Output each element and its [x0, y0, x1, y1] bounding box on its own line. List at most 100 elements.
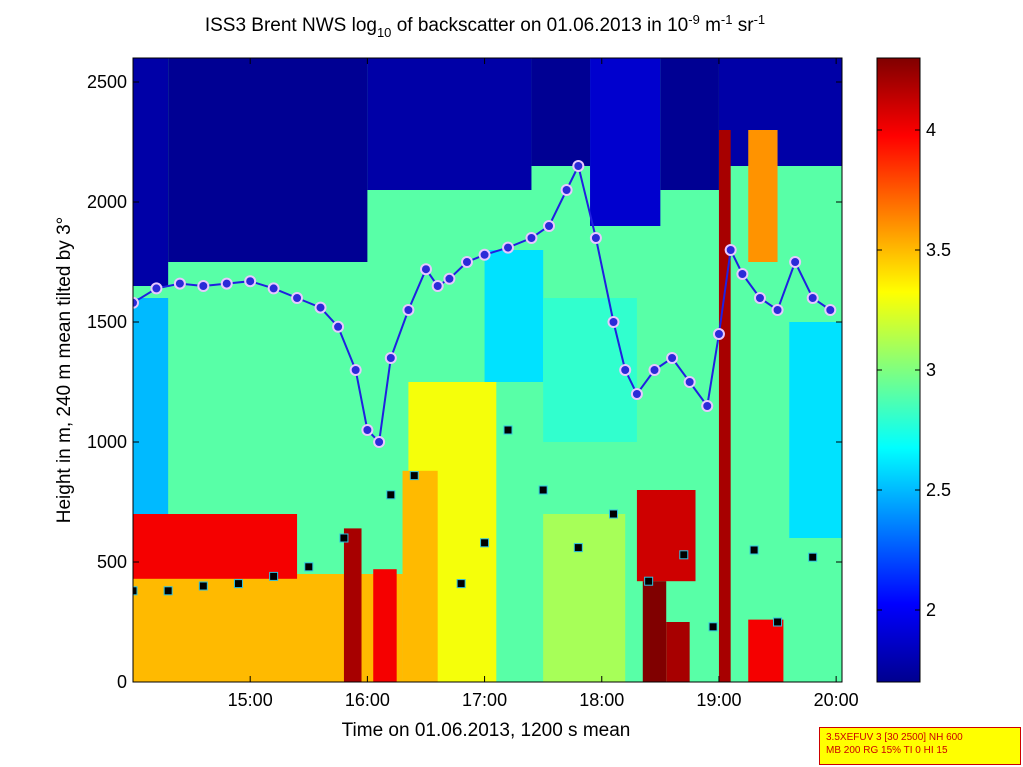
info-box: 3.5XEFUV 3 [30 2500] NH 600 MB 200 RG 15…	[819, 727, 1021, 765]
y-tick-label: 0	[117, 672, 127, 692]
boundary-layer-point	[683, 376, 696, 388]
cloud-base-point	[456, 579, 466, 589]
boundary-layer-point	[314, 301, 327, 314]
heatmap-cell	[484, 250, 544, 382]
boundary-layer-point	[384, 352, 397, 364]
boundary-layer-point	[419, 263, 432, 276]
colorbar-tick-label: 4	[926, 120, 936, 140]
boundary-layer-point	[291, 292, 304, 304]
heatmap-cell	[531, 58, 591, 166]
y-tick-label: 1500	[87, 312, 127, 332]
backscatter-heatmap	[133, 58, 842, 682]
boundary-layer-point	[572, 160, 585, 172]
cloud-base-point	[480, 538, 490, 548]
colorbar-tick-label: 3.5	[926, 240, 951, 260]
cloud-base-point	[679, 550, 689, 560]
heatmap-cell	[133, 514, 298, 579]
boundary-layer-point	[712, 328, 725, 340]
cloud-base-point	[808, 552, 818, 562]
cloud-base-point	[163, 586, 173, 596]
heatmap-cell	[642, 581, 667, 682]
chart-title: ISS3 Brent NWS log10 of backscatter on 0…	[205, 12, 765, 40]
x-axis: 15:00 16:00 17:00 18:00 19:00 20:00	[228, 58, 859, 710]
boundary-layer-point	[220, 277, 233, 290]
y-axis: 0 500 1000 1500 2000 2500	[87, 72, 842, 692]
layer-markers	[133, 160, 837, 632]
y-tick-label: 1000	[87, 432, 127, 452]
y-tick-label: 2500	[87, 72, 127, 92]
boundary-layer-point	[607, 316, 620, 328]
y-tick-label: 2000	[87, 192, 127, 212]
heatmap-cell	[748, 130, 778, 262]
boundary-layer-point	[619, 364, 632, 376]
info-line-2: MB 200 RG 15% TI 0 HI 15	[826, 745, 948, 756]
cloud-base-point	[198, 581, 208, 591]
boundary-layer-point	[525, 232, 538, 244]
info-line-1: 3.5XEFUV 3 [30 2500] NH 600	[826, 732, 963, 743]
x-tick-label: 15:00	[228, 690, 273, 710]
boundary-layer-point	[373, 436, 386, 448]
cloud-base-point	[573, 543, 583, 553]
heatmap-cell	[636, 490, 696, 582]
x-tick-label: 20:00	[814, 690, 859, 710]
heatmap-cell	[789, 322, 842, 538]
boundary-layer-point	[824, 304, 837, 316]
heatmap-cell	[660, 58, 719, 190]
boundary-layer-point	[589, 232, 602, 244]
cloud-base-point	[644, 576, 654, 586]
cloud-base-point	[503, 425, 513, 435]
colorbar-ticks: 2 2.5 3 3.5 4	[877, 120, 951, 620]
cloud-base-point	[538, 485, 548, 495]
boundary-layer-point	[244, 275, 257, 288]
boundary-layer-point	[267, 282, 280, 295]
boundary-layer-point	[460, 256, 473, 268]
x-axis-label: Time on 01.06.2013, 1200 s mean	[342, 720, 631, 741]
boundary-layer-point	[724, 244, 737, 256]
heatmap-cell	[373, 569, 397, 682]
x-tick-label: 18:00	[579, 690, 624, 710]
heatmap-cell	[718, 58, 842, 166]
heatmap-cell	[590, 58, 661, 226]
boundary-layer-point	[197, 280, 210, 292]
heatmap-cell	[133, 298, 169, 514]
colorbar	[876, 57, 921, 683]
boundary-layer-point	[806, 292, 819, 304]
heatmap-cell	[718, 130, 731, 682]
boundary-layer-point	[701, 400, 714, 412]
boundary-layer-point	[133, 296, 139, 309]
y-tick-label: 500	[97, 552, 127, 572]
boundary-layer-point	[648, 364, 661, 376]
cloud-base-point	[304, 562, 314, 572]
boundary-layer-point	[402, 304, 415, 316]
boundary-layer-point	[560, 184, 573, 196]
cloud-base-point	[133, 586, 138, 596]
cloud-base-point	[773, 617, 783, 627]
colorbar-tick-label: 2	[926, 600, 936, 620]
plot-frame	[132, 57, 843, 683]
boundary-layer-point	[431, 280, 444, 292]
boundary-layer-point	[443, 272, 456, 285]
cloud-base-point	[233, 579, 243, 589]
boundary-layer-point	[666, 352, 679, 364]
cloud-base-point	[269, 571, 279, 581]
heatmap-cell	[666, 622, 690, 682]
heatmap-cell	[133, 574, 403, 682]
cloud-base-point	[749, 545, 759, 555]
cloud-base-point	[409, 471, 419, 481]
boundary-layer-point	[173, 277, 186, 290]
x-tick-label: 16:00	[345, 690, 390, 710]
boundary-layer-point	[361, 424, 374, 436]
heatmap-cell	[543, 514, 626, 682]
x-tick-label: 17:00	[462, 690, 507, 710]
heatmap-cell	[133, 58, 169, 286]
y-axis-label: Height in m, 240 m mean tilted by 3°	[54, 217, 75, 523]
boundary-layer-point	[502, 241, 515, 254]
boundary-layer-point	[478, 248, 491, 261]
boundary-layer-point	[630, 388, 643, 400]
heatmap-cell	[748, 619, 784, 682]
heatmap-cell	[168, 58, 368, 262]
cloud-base-point	[708, 622, 718, 632]
heatmap-cell	[343, 528, 362, 682]
boundary-layer-point	[736, 268, 749, 280]
